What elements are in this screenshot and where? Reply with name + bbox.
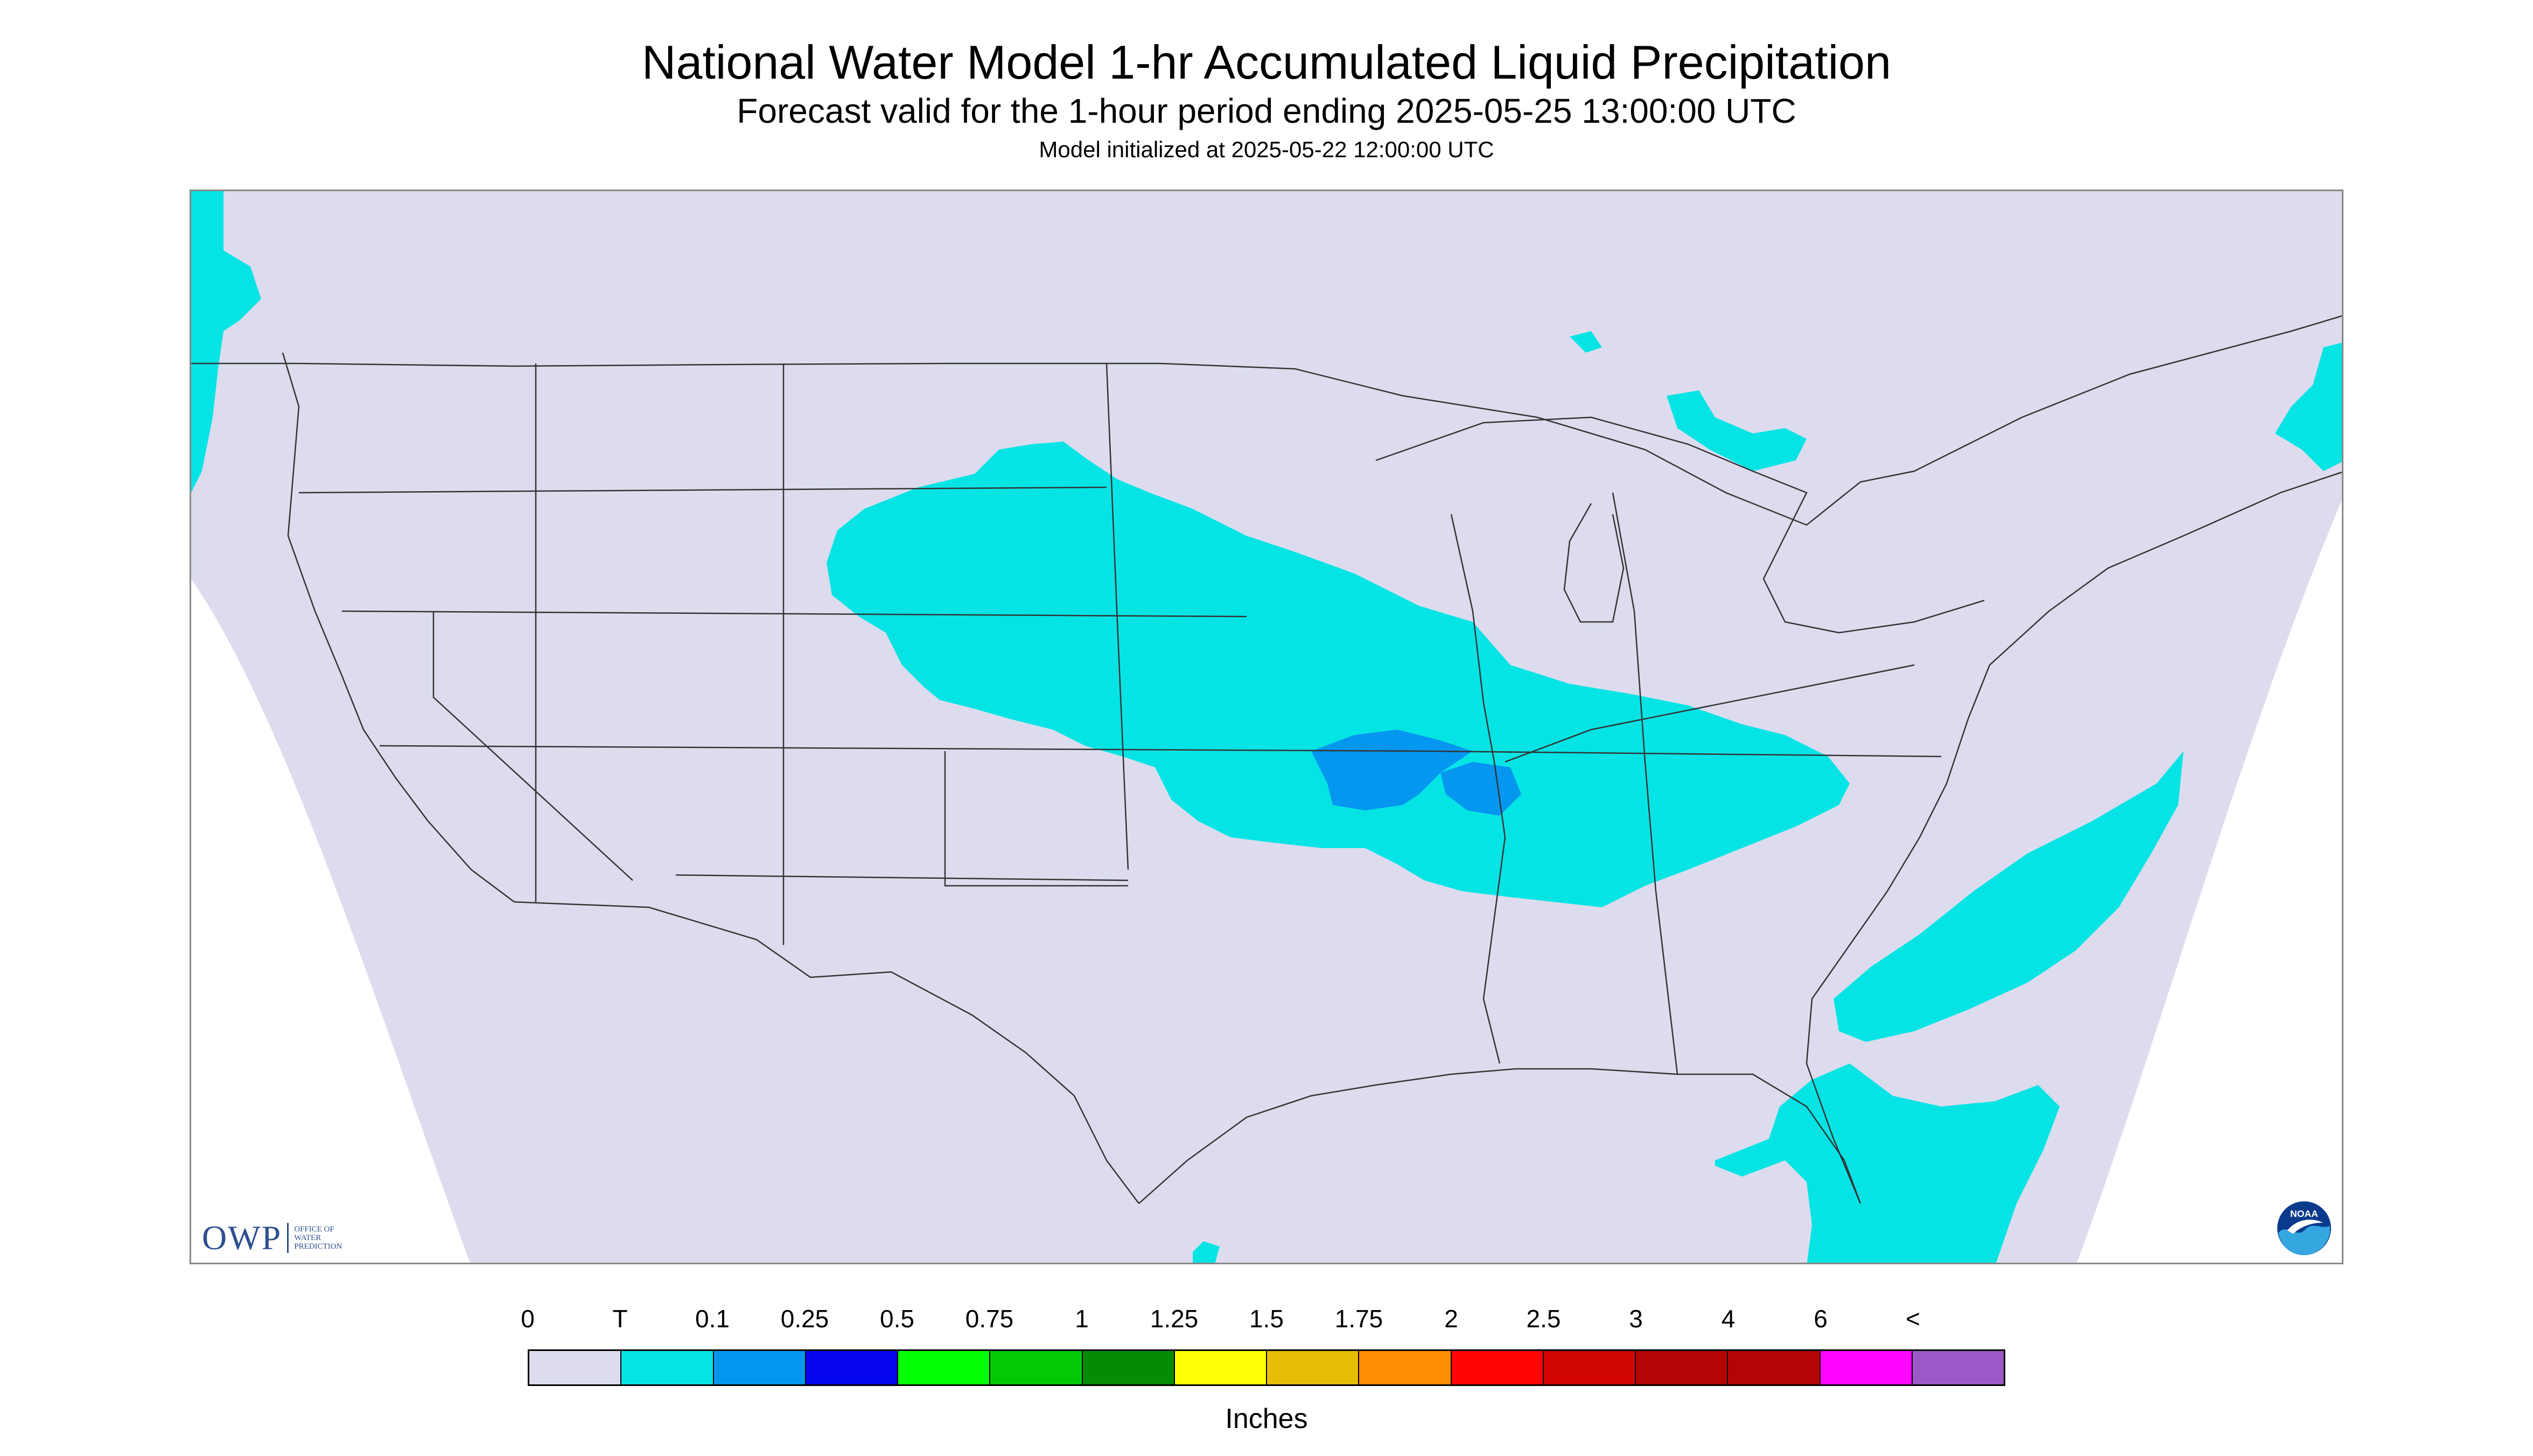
chart-title: National Water Model 1-hr Accumulated Li…: [641, 36, 1892, 89]
legend-swatch: [806, 1351, 898, 1384]
owp-logo-line-3: Prediction: [294, 1242, 342, 1251]
legend-swatch: [1267, 1351, 1360, 1384]
legend-swatch: [1636, 1351, 1729, 1384]
legend-tick-label: 0.5: [880, 1305, 914, 1333]
legend-tick-label: <: [1906, 1305, 1920, 1333]
border-lat-33: [675, 874, 1129, 881]
border-lat-37: [379, 745, 1942, 758]
legend-tick-label: 1.25: [1150, 1305, 1199, 1333]
legend-tick-label: 0.1: [695, 1305, 730, 1333]
legend-swatch: [1359, 1351, 1452, 1384]
legend-swatch: [529, 1351, 622, 1384]
legend-tick-label: 3: [1629, 1305, 1643, 1333]
noaa-logo: NOAA: [2277, 1201, 2331, 1255]
west-coast-line: [282, 352, 515, 902]
legend-swatch: [621, 1351, 714, 1384]
us-canada-border: [191, 315, 2342, 526]
owp-logo: OWP Office of Water Prediction: [202, 1221, 342, 1255]
legend-swatch: [1174, 1351, 1267, 1384]
noaa-logo-text: NOAA: [2290, 1208, 2318, 1219]
legend-tick-label: T: [612, 1305, 628, 1333]
owp-logo-divider: [287, 1223, 289, 1253]
model-init-caption: Model initialized at 2025-05-22 12:00:00…: [1039, 137, 1494, 162]
great-lakes-outline: [1375, 416, 1985, 634]
lake-michigan-outline: [1563, 503, 1625, 623]
precipitation-map: OWP Office of Water Prediction NOAA: [190, 190, 2343, 1264]
owp-logo-line-2: Water: [294, 1234, 321, 1242]
precip-area-st-louis: [1440, 762, 1521, 816]
precip-area-pacific-northwest: [191, 191, 261, 493]
legend-swatch: [990, 1351, 1083, 1384]
legend-swatch: [1912, 1351, 2004, 1384]
border-texas-panhandle: [944, 751, 1128, 887]
border-lat-45: [298, 486, 1107, 494]
us-mexico-border: [514, 901, 1139, 1204]
legend-tick-label: 4: [1721, 1305, 1736, 1333]
legend-tick-label: 0.75: [965, 1305, 1014, 1333]
legend-swatch: [1451, 1351, 1544, 1384]
precip-area-atlantic-offshore: [1834, 751, 2184, 1042]
noaa-logo-wave: [2278, 1226, 2330, 1255]
precip-area-missouri-core: [1311, 730, 1473, 810]
precip-area-south-texas-coast: [1193, 1241, 1220, 1263]
owp-logo-subtitle: Office of Water Prediction: [294, 1225, 342, 1251]
state-boundaries: [191, 315, 2342, 1204]
border-nevada-oblique: [432, 611, 633, 881]
border-lat-41: [341, 610, 1247, 618]
legend-tick-label: 1: [1075, 1305, 1089, 1333]
precip-medium-areas: [1311, 730, 1521, 816]
gulf-coast-line: [1138, 1068, 1862, 1204]
legend-tick-label: 2.5: [1526, 1305, 1561, 1333]
owp-logo-line-1: Office of: [294, 1225, 334, 1234]
precip-legend: 0 T 0.1 0.25 0.5 0.75 1 1.25 1.5 1.75 2 2.5 3 4 6 < Inc…: [0, 1292, 2533, 1454]
noaa-logo-bird: [2287, 1220, 2324, 1234]
east-coast-line: [1806, 471, 2342, 1204]
owp-logo-word: OWP: [202, 1219, 282, 1257]
legend-swatch: [1543, 1351, 1636, 1384]
mississippi-river-line: [1450, 514, 1506, 1064]
border-appalachia: [1612, 492, 1678, 1075]
border-lon-96: [1105, 363, 1129, 870]
legend-swatch: [1728, 1351, 1821, 1384]
precip-area-central-plains: [827, 442, 1850, 907]
precip-light-areas: [191, 191, 2342, 1263]
forecast-valid-subtitle: Forecast valid for the 1-hour period end…: [737, 92, 1796, 130]
legend-swatch: [713, 1351, 806, 1384]
legend-swatch: [898, 1351, 991, 1384]
legend-tick-label: 1.75: [1334, 1305, 1383, 1333]
legend-tick-label: 0.25: [780, 1305, 829, 1333]
precip-area-florida-gulf: [1715, 1063, 2060, 1263]
legend-tick-label: 0: [521, 1305, 535, 1333]
precip-area-upper-michigan: [1570, 331, 1602, 353]
legend-units-label: Inches: [1225, 1403, 1308, 1434]
legend-tick-label: 1.5: [1249, 1305, 1284, 1333]
legend-swatch: [1082, 1351, 1175, 1384]
precip-area-new-england-coast: [2275, 342, 2342, 471]
legend-tick-label: 2: [1444, 1305, 1458, 1333]
legend-swatch: [1820, 1351, 1913, 1384]
legend-color-bar: [528, 1349, 2005, 1386]
precip-area-lake-superior: [1667, 390, 1807, 471]
border-ohio-river: [1505, 664, 1915, 763]
map-canvas: [191, 191, 2342, 1263]
legend-tick-label: 6: [1814, 1305, 1828, 1333]
